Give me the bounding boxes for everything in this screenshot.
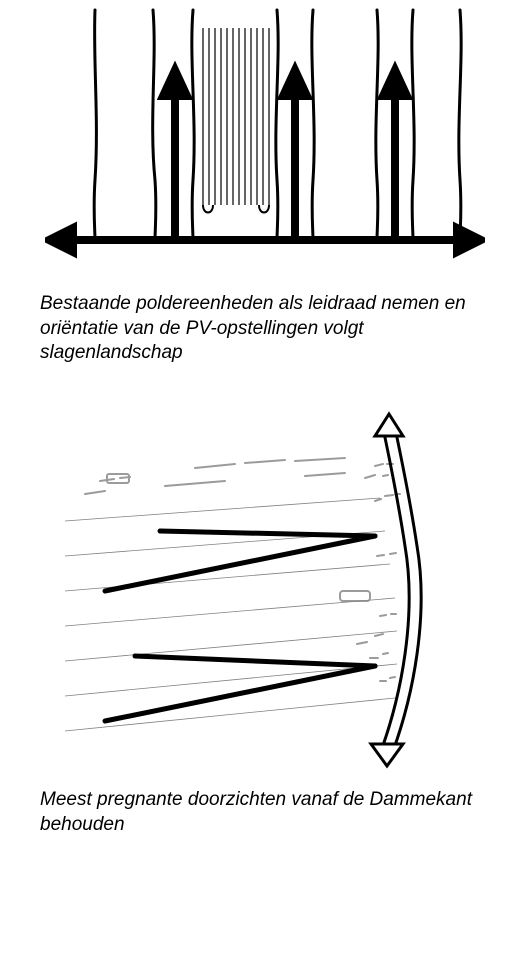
caption-1: Bestaande poldereenheden als leidraad ne…	[0, 280, 529, 366]
figure-1-block: Bestaande poldereenheden als leidraad ne…	[0, 0, 529, 366]
figure-2-block: Meest pregnante doorzichten vanaf de Dam…	[0, 406, 529, 837]
caption-2: Meest pregnante doorzichten vanaf de Dam…	[0, 776, 529, 837]
diagram-doorzichten	[45, 406, 485, 776]
diagram-poldereenheden	[45, 0, 485, 280]
